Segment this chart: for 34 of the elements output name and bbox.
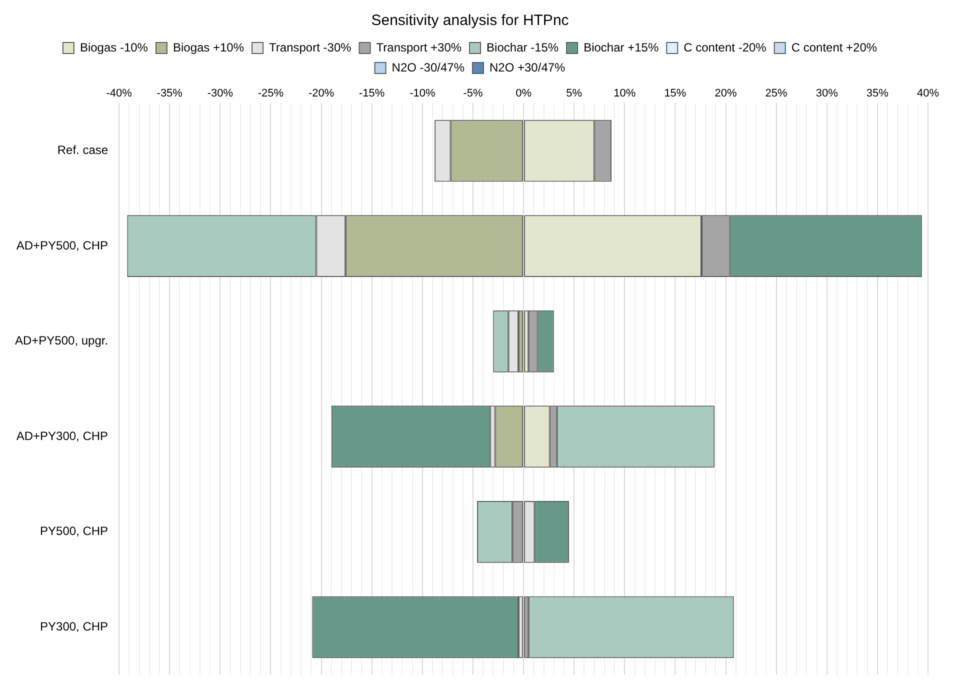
x-tick-label: 0%: [516, 88, 532, 100]
legend-label: Biogas +10%: [172, 40, 244, 54]
x-tick-label: -10%: [410, 88, 436, 100]
legend-label: N2O +30/47%: [489, 60, 566, 74]
x-tick-label: 10%: [614, 88, 636, 100]
legend-label: Biochar +15%: [584, 40, 659, 54]
x-tick-label: 40%: [916, 88, 940, 100]
legend-label: Biochar -15%: [486, 40, 559, 54]
x-tick-label: 20%: [714, 88, 737, 100]
y-tick-label: AD+PY300, CHP: [16, 428, 108, 443]
y-tick-label: Ref. case: [57, 143, 108, 158]
y-tick-label: PY300, CHP: [40, 619, 108, 634]
x-tick-label: -5%: [463, 88, 483, 100]
x-tick-label: -35%: [156, 88, 183, 100]
x-tick-label: 5%: [566, 88, 582, 100]
x-tick-label: -15%: [359, 88, 385, 100]
x-tick-label: 25%: [765, 88, 788, 100]
y-tick-label: AD+PY500, CHP: [16, 238, 108, 252]
legend-label: C content -20%: [684, 40, 767, 54]
x-tick-label: -20%: [308, 88, 334, 100]
x-tick-label: -40%: [106, 88, 132, 100]
x-tick-label: 15%: [664, 88, 686, 100]
legend-label: C content +20%: [791, 40, 878, 54]
x-tick-label: 35%: [866, 88, 889, 100]
chart-title: Sensitivity analysis for HTPnc: [371, 12, 570, 30]
y-tick-label: PY500, CHP: [40, 524, 108, 538]
x-tick-label: 30%: [816, 88, 838, 100]
legend-label: N2O -30/47%: [392, 60, 465, 74]
y-tick-label: AD+PY500, upgr.: [14, 334, 108, 348]
legend-label: Biogas -10%: [80, 40, 148, 54]
legend-label: Transport -30%: [269, 40, 352, 54]
x-tick-label: -30%: [207, 88, 234, 100]
legend-label: Transport +30%: [376, 40, 462, 54]
x-tick-label: -25%: [258, 88, 284, 100]
